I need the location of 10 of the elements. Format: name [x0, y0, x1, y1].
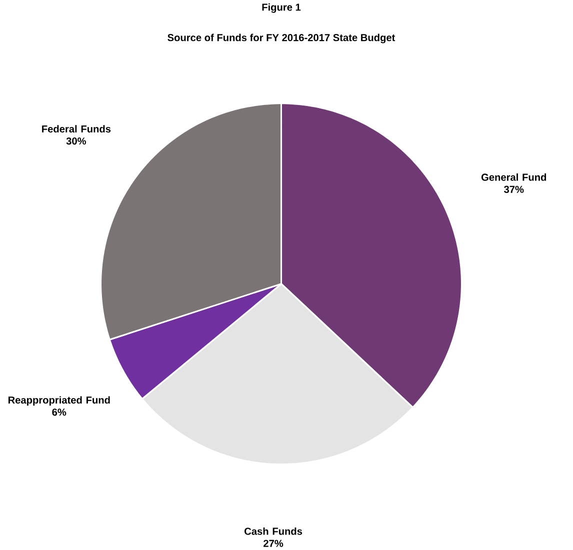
- data-label: 27%: [264, 540, 284, 547]
- slice-label: General Fund: [481, 173, 546, 181]
- slice-label: Cash Funds: [244, 527, 302, 535]
- slice-label: Reappropriated Fund: [8, 396, 110, 406]
- chart-subtitle: Source of Funds for FY 2016-2017 State Budget: [168, 34, 396, 44]
- data-label: 30%: [66, 137, 86, 144]
- chart-title: Figure 1: [262, 3, 301, 13]
- data-label: 37%: [504, 186, 524, 193]
- data-label: 6%: [52, 408, 66, 416]
- slice-label: Federal Funds: [42, 124, 111, 132]
